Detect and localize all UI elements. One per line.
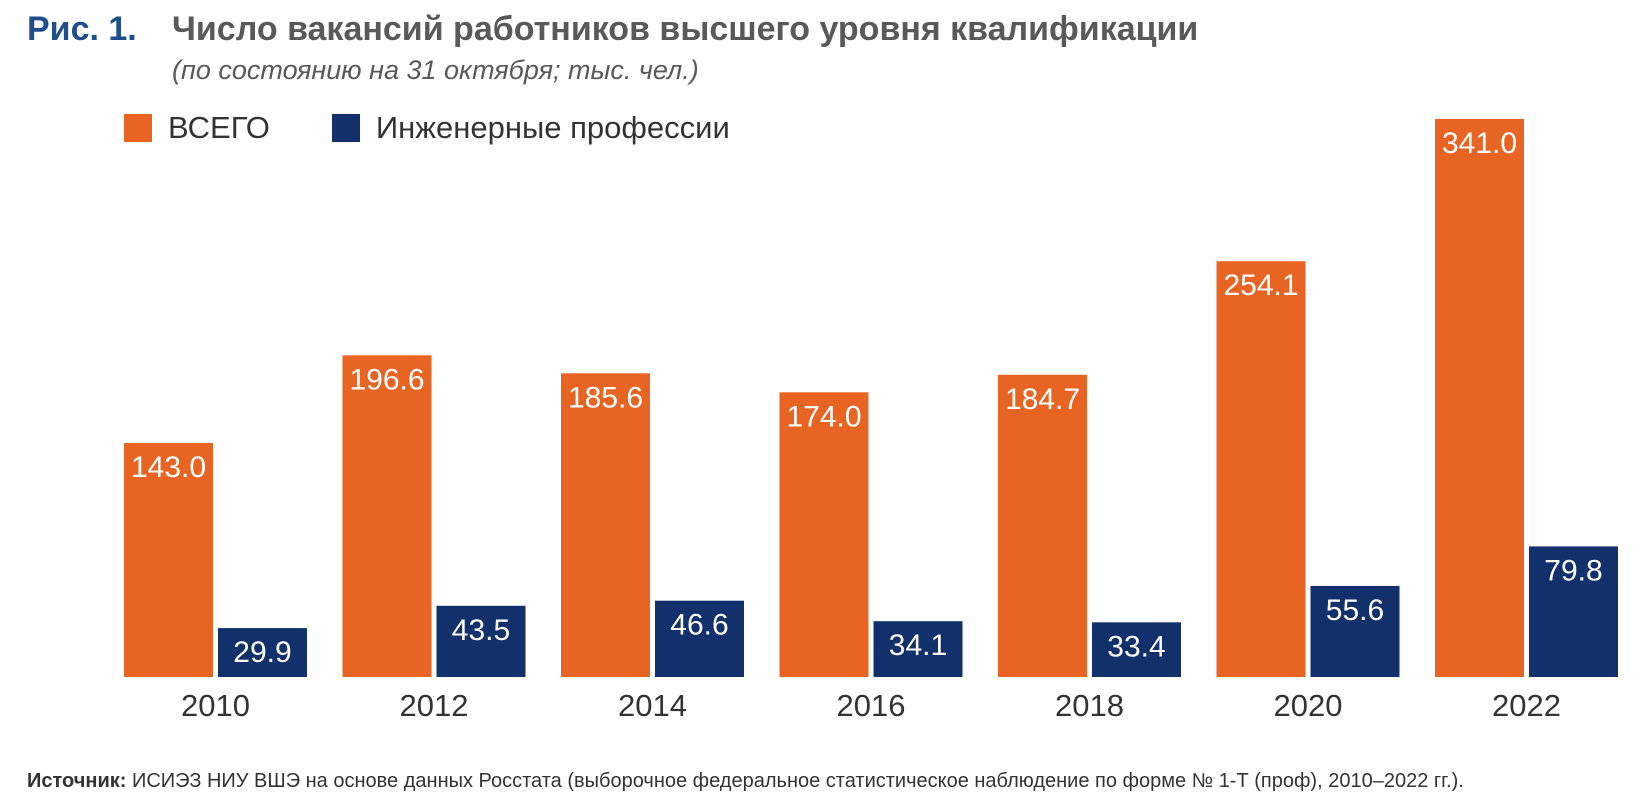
data-label-engineering-2022: 79.8 [1544,554,1602,587]
bar-total-2022 [1435,119,1524,677]
figure-label: Рис. 1. [27,10,137,48]
data-label-total-2018: 184.7 [1005,383,1080,416]
x-tick-label-2016: 2016 [837,688,906,723]
legend-item-engineering: Инженерные профессии [331,110,730,146]
legend-item-total: ВСЕГО [124,110,270,146]
bar-engineering-2016 [873,621,963,677]
source-label: Источник: [27,770,127,792]
bar-engineering-2020 [1310,586,1400,677]
chart-title: Число вакансий работников высшего уровня… [172,10,1199,48]
data-label-total-2016: 174.0 [786,400,861,433]
legend-label-engineering: Инженерные профессии [375,110,730,145]
bar-total-2014 [561,373,650,677]
data-label-total-2014: 185.6 [568,381,643,414]
x-tick-label-2022: 2022 [1492,688,1561,723]
data-label-engineering-2012: 43.5 [452,614,510,647]
data-label-engineering-2016: 34.1 [889,629,947,662]
bar-engineering-2014 [655,600,744,677]
bar-total-2010 [124,443,213,677]
bar-engineering-2022 [1529,546,1618,677]
bar-engineering-2010 [218,628,307,677]
x-tick-label-2010: 2010 [181,688,250,723]
x-tick-label-2012: 2012 [400,688,469,723]
bar-total-2020 [1216,261,1306,677]
x-tick-label-2014: 2014 [618,688,687,723]
source-text: ИСИЭЗ НИУ ВШЭ на основе данных Росстата … [131,770,1464,792]
data-label-total-2022: 341.0 [1442,127,1517,160]
legend-label-total: ВСЕГО [168,110,270,145]
x-tick-label-2020: 2020 [1274,688,1343,723]
data-label-engineering-2014: 46.6 [670,609,728,642]
legend: ВСЕГО Инженерные профессии [124,110,792,146]
x-tick-label-2018: 2018 [1055,688,1124,723]
chart-subtitle: (по состоянию на 31 октября; тыс. чел.) [172,55,699,85]
legend-swatch-total [124,114,152,142]
data-label-total-2010: 143.0 [131,451,206,484]
bar-engineering-2018 [1092,622,1181,677]
data-label-total-2012: 196.6 [349,363,424,396]
data-label-total-2020: 254.1 [1223,269,1298,302]
bar-total-2018 [998,374,1087,677]
legend-swatch-engineering [331,114,360,142]
source-note: Источник: ИСИЭЗ НИУ ВШЭ на основе данных… [27,770,1464,793]
data-label-engineering-2020: 55.6 [1326,594,1384,627]
bar-engineering-2012 [436,605,526,677]
data-label-engineering-2010: 29.9 [233,636,291,669]
bar-total-2012 [342,355,432,677]
bar-total-2016 [779,392,869,677]
data-label-engineering-2018: 33.4 [1107,630,1165,663]
